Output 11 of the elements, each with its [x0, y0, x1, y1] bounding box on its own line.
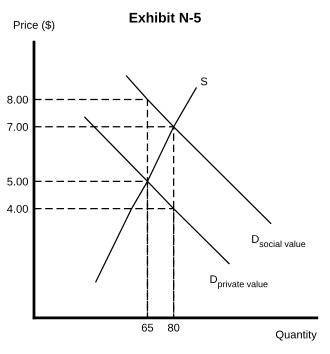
x-tick-label: 80: [168, 324, 180, 332]
y-tick-label: 5.00: [7, 178, 28, 186]
y-axis-title: Price ($): [14, 20, 54, 32]
x-tick-label: 65: [142, 324, 154, 332]
chart-title: Exhibit N-5: [130, 12, 201, 23]
y-tick-label: 4.00: [7, 204, 28, 213]
x-axis-title: Quantity: [276, 330, 317, 341]
y-tick-label: 7.00: [7, 123, 28, 131]
y-tick-label: 8.00: [7, 96, 28, 104]
series-label: Dprivate value: [210, 275, 268, 290]
series-label: S: [200, 77, 208, 86]
